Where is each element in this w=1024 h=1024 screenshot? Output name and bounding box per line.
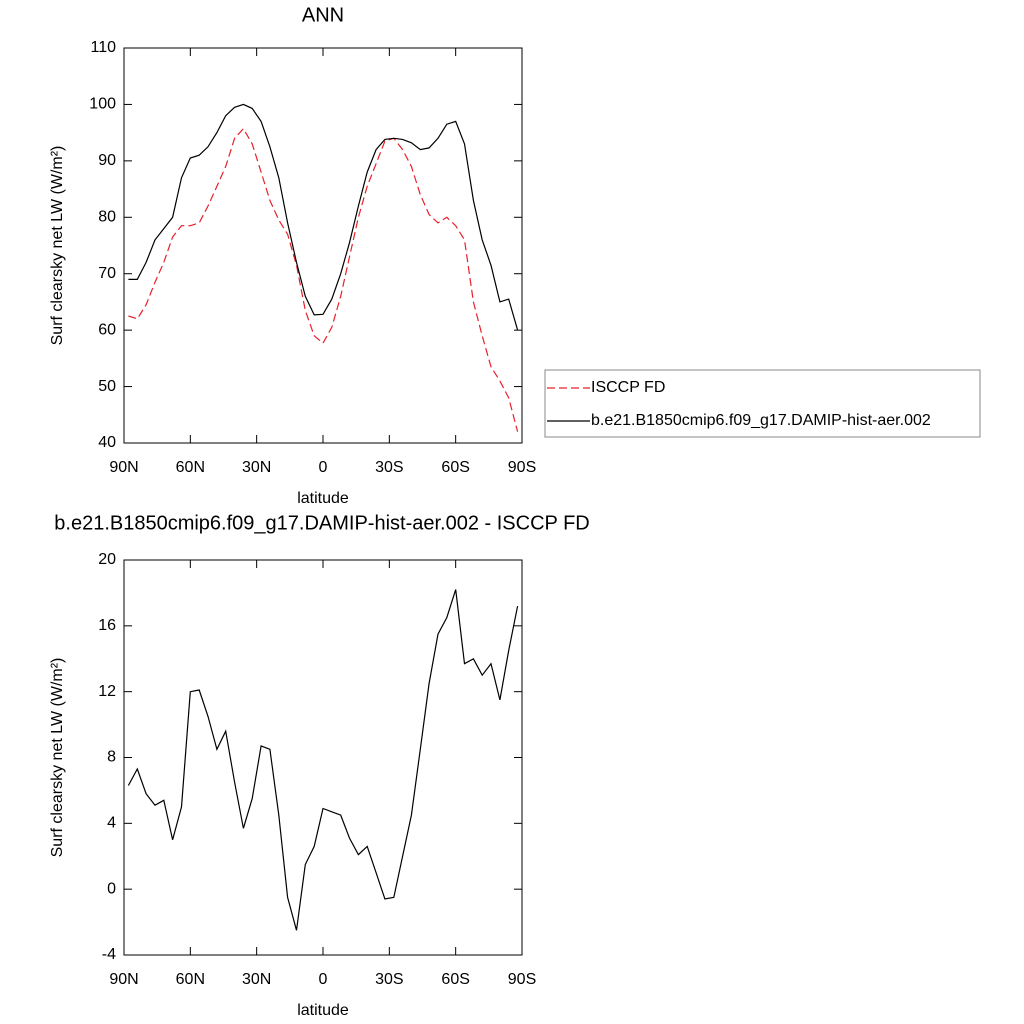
y-tick-label: 40 — [98, 434, 116, 451]
x-tick-label: 60N — [176, 459, 205, 476]
y-tick-label: 8 — [107, 749, 116, 766]
y-tick-label: 100 — [89, 96, 116, 113]
y-tick-label: 70 — [98, 265, 116, 282]
plot-frame — [123, 47, 523, 444]
x-axis-label: latitude — [297, 1002, 349, 1019]
x-tick-label: 90S — [508, 971, 536, 988]
x-tick-label: 90N — [109, 971, 138, 988]
x-tick-label: 30S — [375, 971, 403, 988]
x-tick-label: 60N — [176, 971, 205, 988]
x-tick-label: 60S — [441, 971, 469, 988]
y-axis-label: Surf clearsky net LW (W/m²) — [49, 658, 66, 858]
y-axis-label: Surf clearsky net LW (W/m²) — [49, 146, 66, 346]
x-tick-label: 30N — [242, 459, 271, 476]
y-tick-label: 0 — [107, 880, 116, 897]
y-tick-label: 16 — [98, 617, 116, 634]
x-tick-label: 0 — [319, 971, 328, 988]
x-tick-label: 90S — [508, 459, 536, 476]
x-tick-label: 90N — [109, 459, 138, 476]
y-tick-label: 60 — [98, 321, 116, 338]
legend-box — [544, 369, 981, 438]
x-tick-label: 60S — [441, 459, 469, 476]
y-tick-label: 110 — [90, 39, 116, 56]
x-tick-label: 0 — [319, 459, 328, 476]
y-tick-label: 4 — [107, 815, 116, 832]
chart-title: b.e21.B1850cmip6.f09_g17.DAMIP-hist-aer.… — [54, 512, 589, 534]
x-tick-label: 30S — [375, 459, 403, 476]
y-tick-label: 80 — [98, 209, 116, 226]
x-axis-label: latitude — [297, 490, 349, 507]
y-tick-label: 50 — [98, 378, 116, 395]
y-tick-label: 20 — [98, 551, 116, 568]
data-line — [128, 127, 519, 432]
legend-label: b.e21.B1850cmip6.f09_g17.DAMIP-hist-aer.… — [591, 412, 931, 429]
chart-title: ANN — [302, 4, 344, 26]
y-tick-label: 90 — [98, 152, 116, 169]
x-tick-label: 30N — [242, 971, 271, 988]
y-tick-label: 12 — [98, 683, 116, 700]
data-line — [127, 589, 519, 931]
y-tick-label: -4 — [102, 946, 116, 963]
data-line — [128, 103, 519, 331]
legend-label: ISCCP FD — [591, 379, 665, 396]
plot-frame — [123, 559, 523, 956]
